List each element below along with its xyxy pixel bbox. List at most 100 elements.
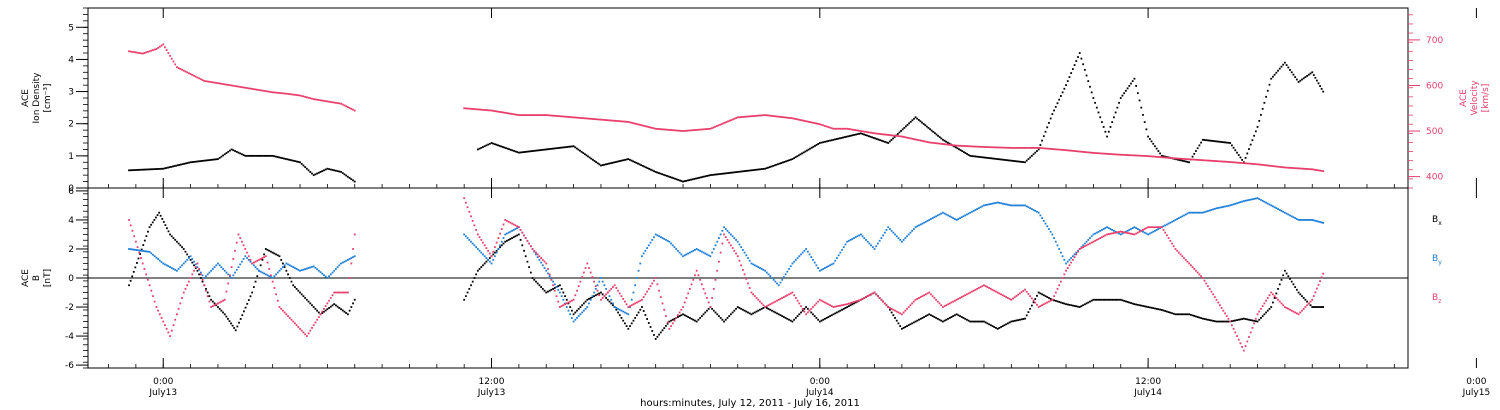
data-point xyxy=(775,115,778,118)
data-point xyxy=(1230,320,1233,323)
data-point xyxy=(1203,211,1206,214)
data-point xyxy=(225,315,228,318)
data-point xyxy=(466,237,469,239)
data-point xyxy=(281,157,284,160)
data-point xyxy=(923,294,926,297)
data-point xyxy=(232,274,235,277)
data-point xyxy=(958,148,960,151)
data-point xyxy=(256,88,259,91)
data-point xyxy=(1245,162,1248,165)
data-point xyxy=(902,238,905,241)
data-point xyxy=(976,145,979,148)
data-point xyxy=(756,168,758,171)
data-point xyxy=(587,155,589,158)
data-point xyxy=(942,138,944,141)
data-point xyxy=(212,158,215,161)
data-point xyxy=(830,263,833,266)
data-point xyxy=(582,309,585,312)
data-point xyxy=(863,130,866,133)
data-point xyxy=(136,262,138,264)
data-point xyxy=(1238,161,1241,164)
data-point xyxy=(476,248,479,250)
data-point xyxy=(236,325,239,328)
data-point xyxy=(181,264,183,267)
data-point xyxy=(1075,305,1078,308)
data-point xyxy=(839,304,842,307)
data-point xyxy=(865,131,868,133)
data-point xyxy=(912,321,915,324)
data-point xyxy=(1052,148,1055,151)
data-point xyxy=(678,251,681,254)
data-point xyxy=(692,278,695,281)
data-point xyxy=(965,213,968,216)
data-point xyxy=(569,306,572,308)
data-point xyxy=(630,159,633,162)
data-point xyxy=(237,233,240,236)
data-point xyxy=(608,295,611,298)
data-point xyxy=(160,261,163,263)
data-point xyxy=(1036,303,1038,306)
data-point xyxy=(283,92,286,95)
data-point xyxy=(777,115,779,118)
y2-tick-label: 500 xyxy=(1426,127,1443,137)
data-point xyxy=(526,150,528,153)
data-point xyxy=(150,252,153,255)
data-point xyxy=(1306,300,1309,303)
data-point xyxy=(711,174,713,176)
data-point xyxy=(950,316,953,318)
data-point xyxy=(712,287,715,290)
data-point xyxy=(606,119,609,122)
data-point xyxy=(1261,163,1264,166)
data-point xyxy=(493,110,496,112)
data-point xyxy=(516,227,519,230)
data-point xyxy=(873,248,876,250)
data-point xyxy=(533,250,536,253)
data-point xyxy=(136,51,139,54)
data-point xyxy=(837,254,840,257)
data-point xyxy=(1012,297,1014,300)
data-point xyxy=(812,258,814,261)
data-point xyxy=(194,75,197,78)
data-point xyxy=(914,116,917,119)
data-point xyxy=(685,297,688,299)
data-point xyxy=(470,215,472,218)
data-point xyxy=(572,116,575,119)
data-point xyxy=(757,298,760,301)
data-point xyxy=(314,266,317,269)
y-axis-label-line: ACE xyxy=(21,89,31,107)
data-point xyxy=(311,172,313,175)
data-point xyxy=(1169,221,1172,224)
data-point xyxy=(593,118,596,121)
data-point xyxy=(1172,245,1175,248)
data-point xyxy=(1217,320,1220,323)
data-point xyxy=(842,307,845,310)
y-axis-label: ACEIon Density[cm⁻³] xyxy=(21,72,53,124)
data-point xyxy=(910,137,913,140)
data-point xyxy=(1183,160,1186,163)
data-point xyxy=(497,237,500,239)
data-point xyxy=(1181,255,1184,258)
data-point xyxy=(1322,90,1325,93)
data-point xyxy=(634,317,637,319)
data-point xyxy=(1080,247,1083,249)
data-point xyxy=(1277,69,1279,72)
data-point xyxy=(1017,160,1020,163)
data-point xyxy=(1092,97,1095,99)
data-point xyxy=(1121,299,1124,302)
data-point xyxy=(880,237,883,239)
data-point xyxy=(1131,302,1134,305)
data-point xyxy=(722,172,725,175)
data-point xyxy=(1154,145,1156,148)
data-point xyxy=(1089,237,1091,239)
data-point xyxy=(509,148,512,151)
data-point xyxy=(555,286,558,288)
data-point xyxy=(178,164,181,166)
data-point xyxy=(1097,238,1100,240)
data-point xyxy=(923,140,926,143)
data-point xyxy=(793,294,796,297)
data-point xyxy=(627,121,630,123)
data-point xyxy=(1138,229,1141,231)
data-point xyxy=(590,157,593,160)
data-point xyxy=(1020,161,1023,163)
data-point xyxy=(1018,204,1021,207)
